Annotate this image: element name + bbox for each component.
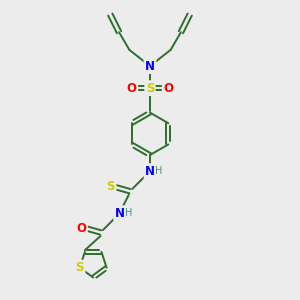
Text: S: S (146, 82, 154, 95)
Text: N: N (115, 207, 125, 220)
Text: O: O (76, 221, 86, 235)
Text: O: O (127, 82, 137, 95)
Text: N: N (145, 60, 155, 73)
Text: H: H (155, 166, 163, 176)
Text: S: S (106, 180, 115, 193)
Text: O: O (163, 82, 173, 95)
Text: N: N (145, 165, 155, 178)
Text: H: H (125, 208, 132, 218)
Text: S: S (76, 261, 84, 274)
